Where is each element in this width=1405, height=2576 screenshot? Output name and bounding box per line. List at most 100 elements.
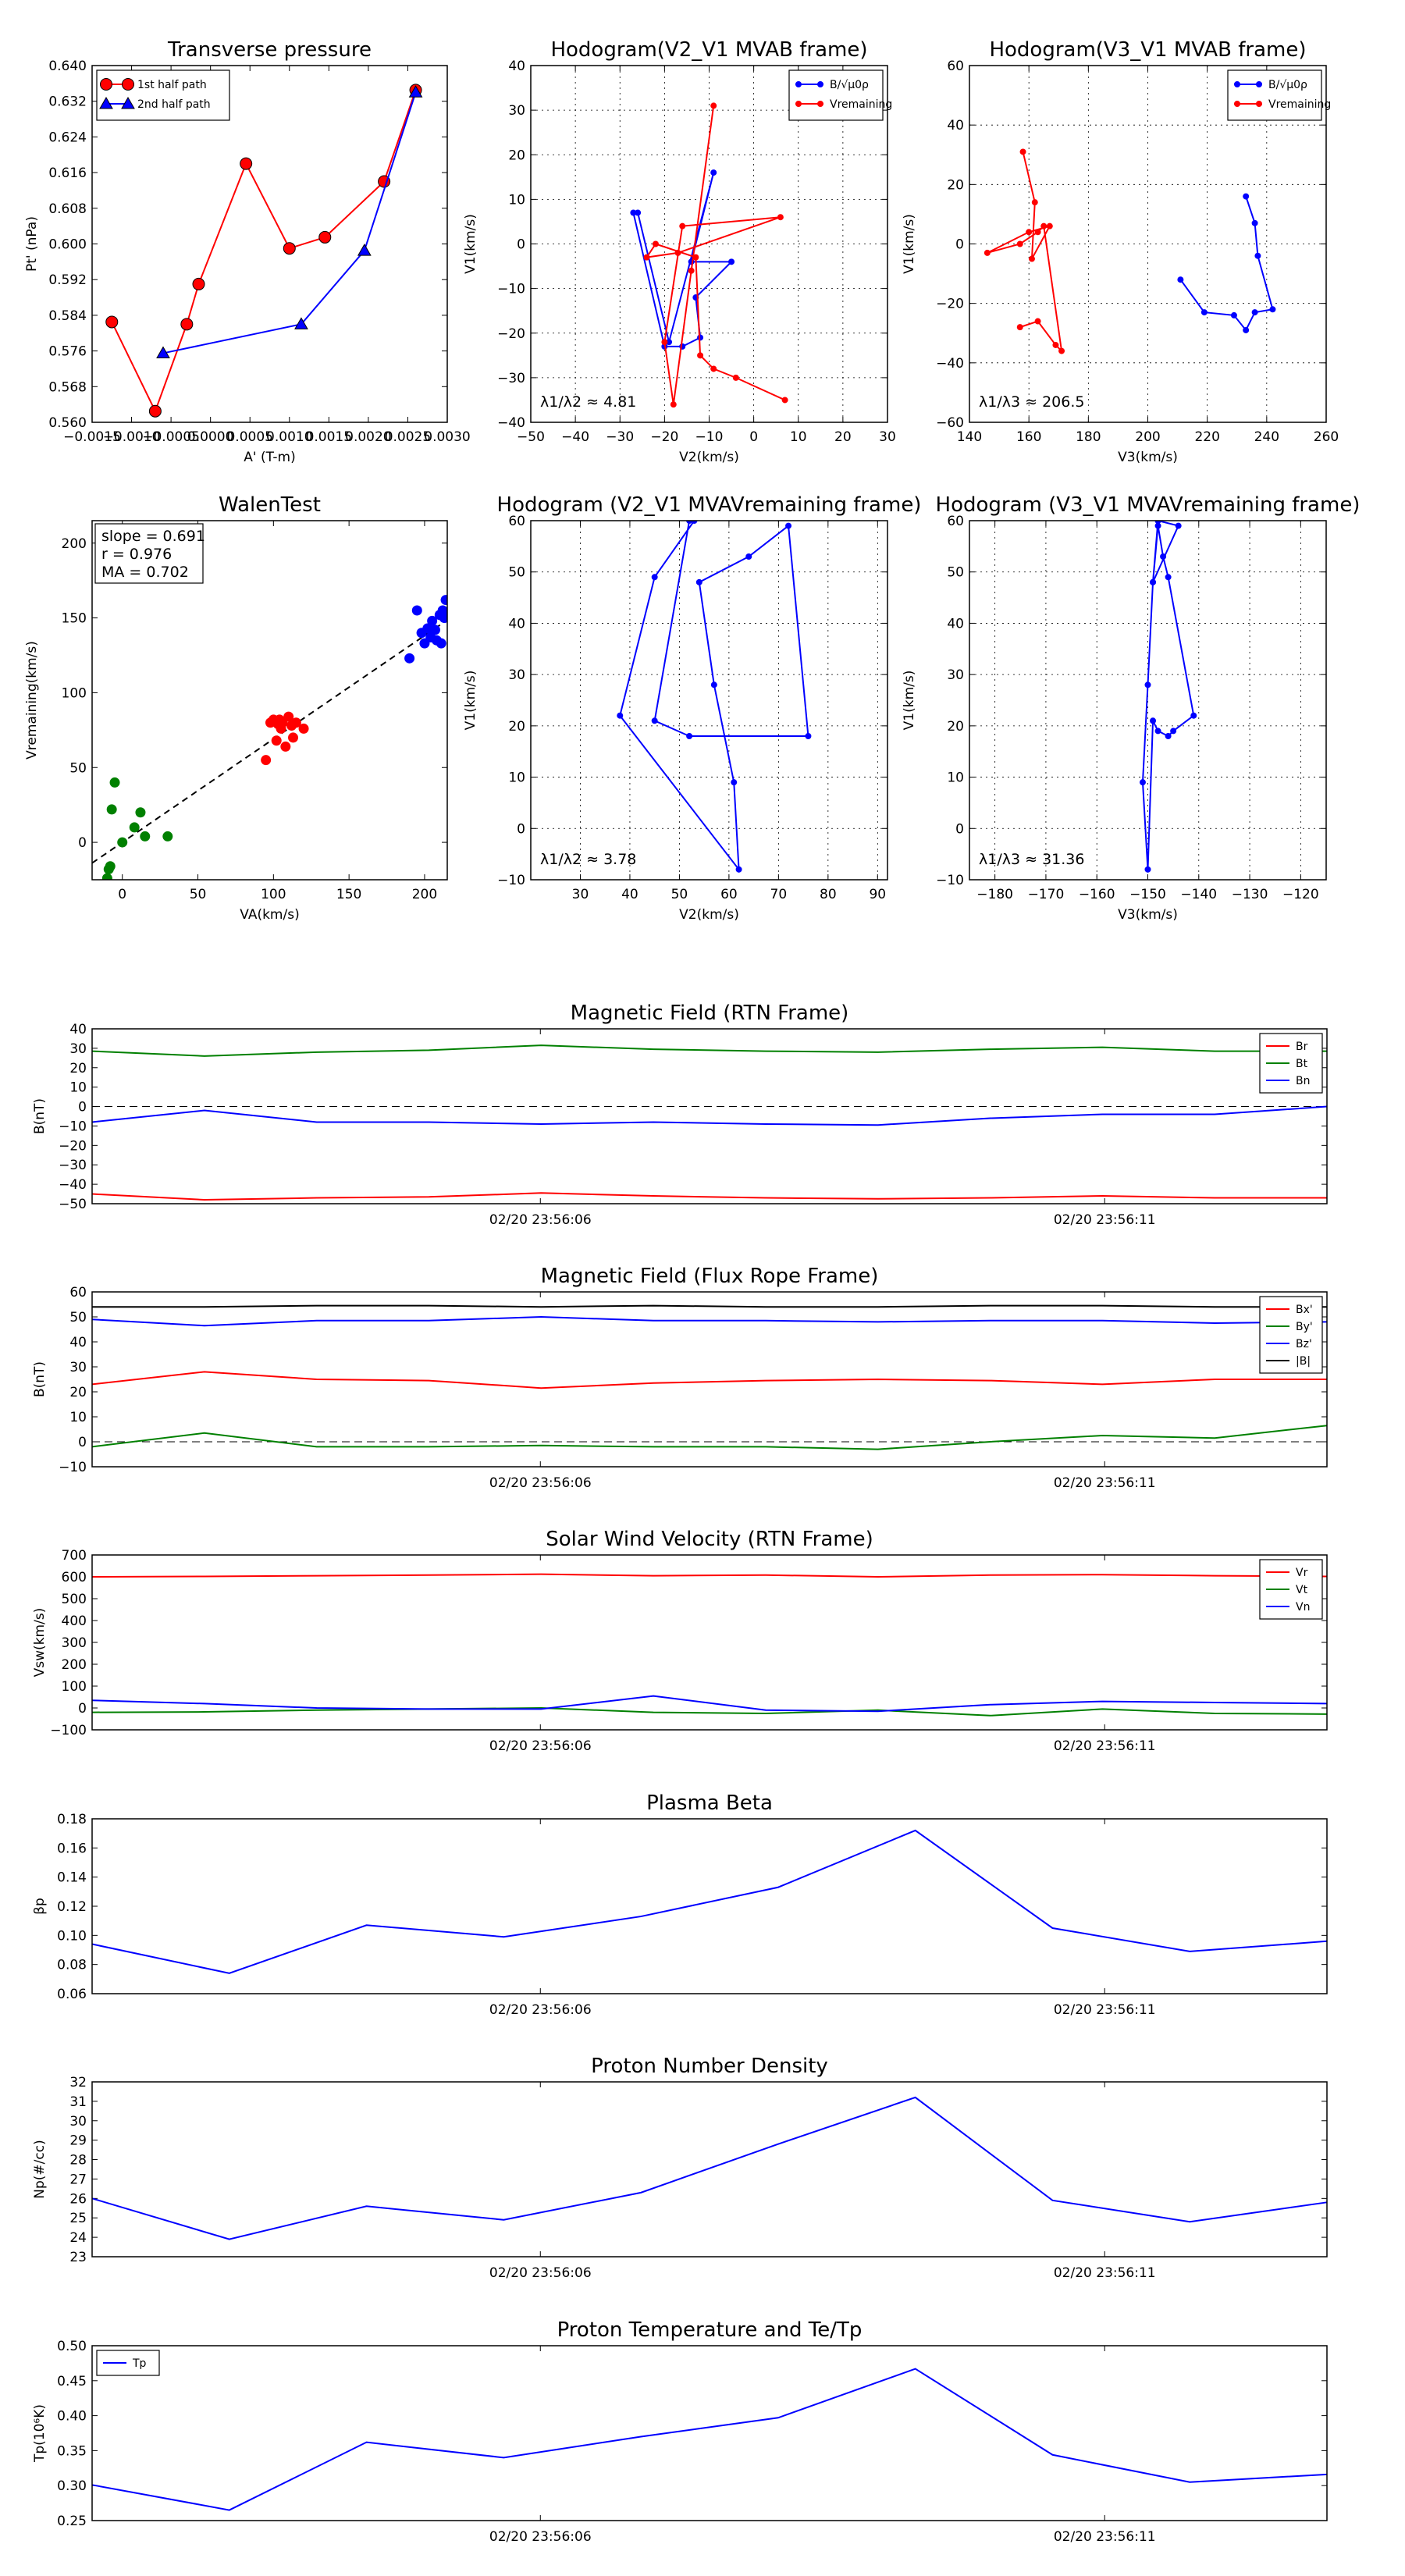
data-point (643, 254, 650, 261)
legend-label: 1st half path (137, 79, 207, 91)
x-tick-label: 150 (336, 887, 361, 902)
y-tick-label: 20 (508, 148, 525, 163)
y-tick-label: 600 (62, 1570, 87, 1585)
chart-h3: −10 0 10 20 30 40 50 60 30 40 50 60 70 80 90 Hodogram (… (463, 493, 921, 923)
data-point (1150, 578, 1157, 585)
data-point (100, 78, 112, 91)
data-point (430, 624, 441, 635)
data-point (697, 352, 704, 359)
chart-title: Magnetic Field (RTN Frame) (571, 1002, 849, 1025)
data-point (1016, 240, 1023, 247)
data-point (745, 553, 752, 560)
legend: 1st half path 2nd half path (96, 69, 230, 121)
data-point (692, 254, 699, 261)
data-point (1046, 222, 1053, 229)
legend-label: Bt (1296, 1058, 1308, 1070)
data-point (140, 831, 151, 841)
data-point (635, 209, 642, 216)
x-tick-label: 02/20 23:56:11 (1054, 1738, 1156, 1754)
x-tick-label: 02/20 23:56:06 (489, 2265, 592, 2281)
chart-np: 23 24 25 26 27 28 29 30 31 32 02/20 23:56:06 02/20 … (32, 2055, 1328, 2281)
x-tick-label: 200 (1135, 429, 1160, 445)
y-tick-label: 40 (69, 1022, 87, 1037)
series-0 (1177, 193, 1276, 333)
data-point (695, 578, 702, 585)
series-line-2 (91, 1315, 1328, 1327)
data-point (728, 258, 735, 265)
data-point (1175, 522, 1182, 529)
data-point (298, 723, 309, 734)
y-tick-label: 0.632 (48, 94, 87, 110)
x-tick-label: −30 (606, 429, 634, 445)
data-point (1177, 276, 1184, 283)
plot-frame (530, 520, 888, 881)
x-tick-label: 0.0030 (424, 429, 470, 445)
data-point (148, 404, 162, 418)
data-point (1190, 712, 1197, 719)
y-axis-label: V1(km/s) (902, 671, 917, 731)
data-point (795, 81, 802, 87)
data-point (688, 267, 695, 274)
series-line-0 (91, 1192, 1327, 1201)
series-1 (643, 102, 788, 408)
legend-label: Bz' (1296, 1338, 1312, 1350)
legend-box (1227, 69, 1322, 121)
series-line (619, 521, 809, 873)
x-tick-label: −0.0005 (142, 429, 200, 445)
y-tick-label: 0.640 (48, 59, 87, 74)
data-point (1243, 326, 1250, 333)
y-axis-label: V1(km/s) (902, 214, 917, 274)
x-tick-label: −10 (695, 429, 724, 445)
legend-label: Br (1296, 1041, 1308, 1053)
series-0 (617, 521, 812, 873)
series-0 (1139, 521, 1197, 873)
y-tick-label: 100 (62, 1679, 87, 1695)
data-point (1200, 309, 1208, 316)
x-tick-label: 100 (261, 887, 286, 902)
data-point (710, 102, 717, 109)
data-point (1251, 309, 1258, 316)
y-tick-label: 50 (947, 565, 964, 581)
y-tick-label: 700 (62, 1548, 87, 1564)
data-point (1254, 252, 1261, 259)
x-tick-label: 140 (957, 429, 982, 445)
y-tick-label: 10 (508, 192, 525, 208)
data-point (106, 804, 117, 815)
data-point (135, 807, 146, 818)
x-tick-label: 02/20 23:56:06 (489, 1738, 592, 1754)
y-tick-label: 30 (508, 103, 525, 119)
chart-mf: −50 −40 −30 −20 −10 0 10 20 30 40 02/20 23:56:06 02… (32, 1002, 1328, 1228)
eigenvalue-ratio: λ1/λ3 ≈ 206.5 (979, 393, 1084, 411)
y-tick-label: −10 (59, 1460, 87, 1475)
data-point (1165, 733, 1172, 739)
y-tick-label: 0 (517, 821, 525, 837)
plot-frame (969, 520, 1327, 881)
chart-sw: −100 0 100 200 300 400 500 600 700 02/20 23:56:06… (32, 1528, 1328, 1754)
y-tick-label: 150 (62, 611, 87, 627)
legend-label: 2nd half path (137, 98, 211, 111)
y-tick-label: 60 (947, 514, 964, 529)
x-tick-label: 0.0015 (306, 429, 352, 445)
y-tick-label: 40 (947, 616, 964, 632)
y-axis-label: V1(km/s) (463, 214, 478, 274)
plot-frame (91, 2345, 1328, 2521)
data-point (1256, 101, 1262, 107)
y-tick-label: 30 (69, 1360, 87, 1375)
legend-label: Vt (1296, 1584, 1308, 1596)
data-point (1150, 717, 1157, 724)
data-point (1028, 255, 1035, 262)
y-tick-label: 40 (69, 1335, 87, 1350)
data-point (1031, 199, 1038, 206)
legend: B/√μ0ρ Vremaining (788, 69, 892, 121)
chart-title: Hodogram (V3_V1 MVAVremaining frame) (936, 493, 1361, 517)
data-point (686, 733, 693, 739)
series-line (162, 91, 417, 354)
data-point (1052, 341, 1059, 348)
legend-label: By' (1296, 1321, 1313, 1333)
data-point (1230, 311, 1237, 318)
y-tick-label: 0.568 (48, 379, 87, 395)
y-tick-label: −10 (497, 873, 525, 888)
chart-title: Hodogram(V3_V1 MVAB frame) (989, 38, 1306, 62)
y-tick-label: 32 (69, 2075, 87, 2090)
